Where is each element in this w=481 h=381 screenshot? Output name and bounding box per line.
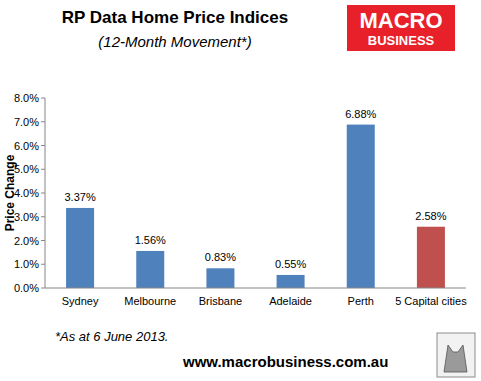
bar [206,268,234,288]
x-tick-label: Brisbane [199,295,242,307]
x-tick-label: Sydney [62,295,99,307]
y-tick-label: 7.0% [14,116,39,128]
y-tick-label: 0.0% [14,282,39,294]
icon-shape [444,345,467,372]
y-tick [41,169,45,170]
y-tick [41,288,45,289]
y-tick [41,240,45,241]
data-label: 2.58% [415,210,446,222]
footnote: *As at 6 June 2013. [55,329,168,344]
x-axis [45,288,466,289]
data-label: 3.37% [64,191,95,203]
y-tick [41,145,45,146]
chart-svg: RP Data Home Price Indices (12-Month Move… [0,0,481,381]
icon [437,333,475,377]
logo-text: BUSINESS [368,33,435,48]
data-label: 0.55% [275,258,306,270]
y-tick-label: 2.0% [14,235,39,247]
y-tick [41,264,45,265]
x-tick-label: Adelaide [269,295,312,307]
x-tick-label: Perth [348,295,374,307]
y-tick [41,121,45,122]
bar [347,125,375,288]
bar [66,208,94,288]
bar [277,275,305,288]
subtitle: (12-Month Movement*) [98,33,251,50]
x-tick-label: Melbourne [124,295,176,307]
y-tick-label: 4.0% [14,187,39,199]
chart-container: RP Data Home Price Indices (12-Month Move… [0,0,481,381]
y-tick [41,98,45,99]
y-tick-label: 1.0% [14,258,39,270]
logo-text: MACRO [359,8,442,33]
y-tick-label: 3.0% [14,211,39,223]
bar [136,251,164,288]
x-tick-label: 5 Capital cities [395,295,467,307]
y-axis [45,98,46,288]
y-tick [41,216,45,217]
source-url: www.macrobusiness.com.au [182,353,388,370]
data-label: 0.83% [205,251,236,263]
y-tick-label: 6.0% [14,140,39,152]
data-label: 6.88% [345,108,376,120]
logo-box [347,5,455,51]
y-tick [41,193,45,194]
y-tick-label: 5.0% [14,163,39,175]
bar [417,227,445,288]
title: RP Data Home Price Indices [62,8,288,27]
y-tick-label: 8.0% [14,92,39,104]
bars [66,125,445,288]
data-label: 1.56% [135,234,166,246]
